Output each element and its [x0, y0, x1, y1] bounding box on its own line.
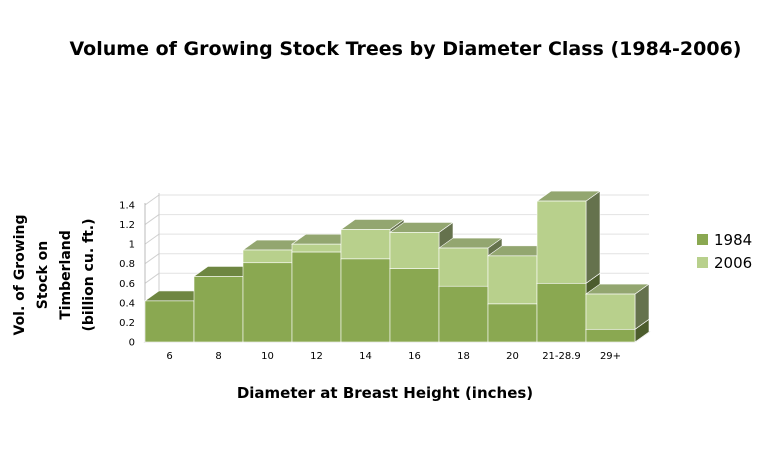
bars-layer — [144, 190, 650, 343]
bar-1984-front — [144, 300, 195, 343]
x-tick-label: 21-28.9 — [542, 351, 581, 362]
legend-label-2006: 2006 — [714, 254, 752, 272]
x-tick-label: 14 — [359, 351, 372, 362]
y-tick-label: 1.4 — [119, 201, 135, 212]
bar-2006-side — [585, 190, 601, 284]
x-tick-label: 16 — [408, 351, 421, 362]
y-tick-label: 1 — [129, 240, 135, 251]
x-tick-label: 29+ — [600, 351, 621, 362]
bar-1984-front — [291, 251, 342, 343]
bar-2006 — [585, 283, 650, 330]
legend-swatch-2006 — [697, 257, 708, 268]
bar-2006-front — [340, 229, 391, 260]
x-tick-label: 6 — [166, 351, 172, 362]
y-tick-label: 0.2 — [119, 318, 135, 329]
y-tick-label: 1.2 — [119, 220, 135, 231]
y-tick-label: 0.6 — [119, 279, 135, 290]
grid-depth-line — [144, 253, 160, 265]
bar-1984-front — [585, 328, 636, 343]
bar-1984-front — [389, 268, 440, 343]
x-tick-label: 18 — [457, 351, 470, 362]
y-axis-title: Vol. of Growing Stock on Timberland (billio… — [12, 215, 97, 336]
bar-2006-front — [242, 249, 293, 264]
y-axis-title-line: Vol. of Growing — [12, 215, 28, 336]
y-axis-title-line: Timberland — [58, 230, 74, 320]
legend: 1984 2006 — [697, 231, 752, 272]
grid-depth-line — [144, 214, 160, 225]
bar-2006-front — [536, 200, 587, 284]
bar-2006-front — [438, 247, 489, 287]
bar-2006-front — [585, 293, 636, 330]
bar-2006 — [536, 190, 601, 284]
bar-2006-front — [389, 232, 440, 269]
x-tick-label: 20 — [506, 351, 519, 362]
bar-2006-front — [291, 243, 342, 253]
y-tick-label: 0.8 — [119, 259, 135, 270]
x-tick-label: 8 — [215, 351, 221, 362]
bar-1984-front — [438, 285, 489, 343]
bar-2006 — [242, 239, 307, 264]
bar-1984-front — [193, 276, 244, 343]
bar-2006-front — [487, 255, 538, 305]
grid-depth-line — [144, 272, 160, 284]
x-tick-label: 10 — [261, 351, 274, 362]
legend-label-1984: 1984 — [714, 231, 752, 249]
bar-1984-front — [340, 258, 391, 343]
legend-swatch-1984 — [697, 234, 708, 245]
y-tick-label: 0 — [129, 338, 135, 349]
bar-1984-front — [487, 303, 538, 343]
y-tick-label: 0.4 — [119, 298, 135, 309]
chart-title: Volume of Growing Stock Trees by Diamete… — [69, 38, 742, 60]
grid-depth-line — [144, 233, 160, 245]
x-axis-title: Diameter at Breast Height (inches) — [237, 384, 533, 402]
labels-layer: 0 0.2 0.4 0.6 0.8 1 1.2 1.4 6 8 10 12 14 16 18 20 21-28.… — [12, 201, 621, 403]
y-axis-title-line: Stock on — [35, 241, 51, 309]
y-axis-title-line: (billion cu. ft.) — [81, 218, 97, 331]
bar-1984-front — [242, 262, 293, 343]
x-tick-label: 12 — [310, 351, 323, 362]
bar-1984-front — [536, 282, 587, 343]
grid-depth-line — [144, 194, 160, 206]
